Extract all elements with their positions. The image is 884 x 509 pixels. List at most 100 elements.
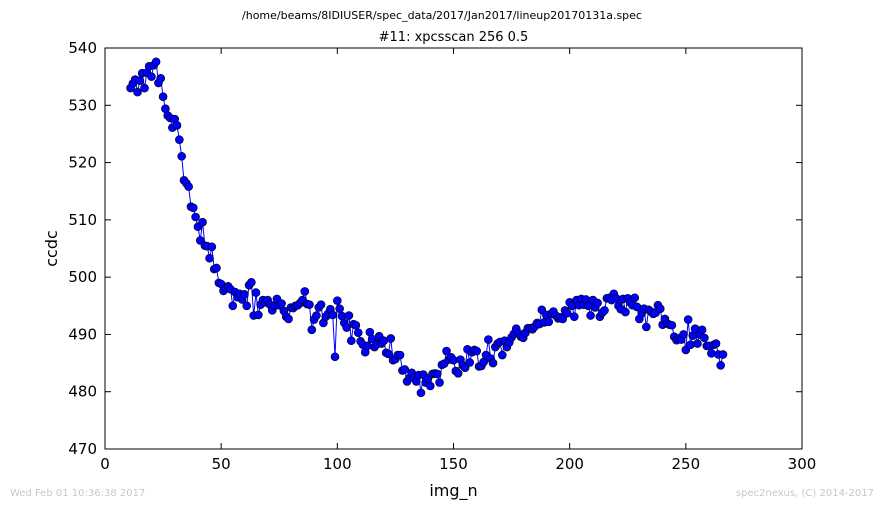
x-tick-label: 300 bbox=[788, 455, 817, 473]
data-point bbox=[151, 57, 161, 67]
data-point bbox=[247, 277, 256, 287]
x-tick-label: 50 bbox=[212, 455, 231, 473]
y-axis-label: ccdc bbox=[42, 230, 61, 267]
data-point bbox=[642, 322, 651, 332]
data-point bbox=[558, 314, 568, 324]
data-point bbox=[177, 151, 186, 161]
data-point bbox=[442, 346, 451, 356]
data-point bbox=[251, 288, 261, 297]
x-axis-label: img_n bbox=[429, 481, 477, 501]
data-point bbox=[284, 314, 293, 324]
y-tick-label: 490 bbox=[68, 325, 97, 343]
y-tick-label: 540 bbox=[68, 39, 97, 57]
data-point bbox=[188, 203, 198, 213]
data-point bbox=[395, 350, 405, 360]
data-point bbox=[212, 263, 221, 273]
data-point bbox=[386, 334, 396, 343]
data-point bbox=[544, 317, 554, 327]
x-tick-label: 150 bbox=[439, 455, 468, 473]
data-point bbox=[156, 74, 166, 83]
series-line bbox=[130, 60, 724, 393]
data-point bbox=[240, 290, 249, 299]
x-tick-label: 100 bbox=[323, 455, 352, 473]
data-point bbox=[147, 72, 156, 81]
data-point bbox=[488, 358, 498, 368]
y-tick-label: 470 bbox=[68, 440, 97, 458]
data-point bbox=[435, 378, 444, 387]
data-point bbox=[700, 333, 709, 343]
data-point bbox=[711, 339, 721, 348]
data-point bbox=[453, 369, 463, 378]
data-point bbox=[400, 365, 410, 374]
data-point bbox=[432, 369, 442, 379]
data-point bbox=[328, 310, 337, 320]
data-point bbox=[472, 346, 482, 356]
data-point bbox=[416, 388, 426, 398]
data-point bbox=[621, 307, 630, 317]
plot-title: #11: xpcsscan 256 0.5 bbox=[378, 30, 529, 45]
x-tick-label: 250 bbox=[672, 455, 701, 473]
x-tick-label: 0 bbox=[100, 455, 110, 473]
data-point bbox=[667, 320, 677, 330]
y-tick-label: 480 bbox=[68, 383, 97, 401]
data-point bbox=[305, 300, 314, 309]
data-point bbox=[686, 340, 695, 350]
data-point bbox=[593, 298, 602, 308]
footer-credit: spec2nexus, (C) 2014-2017 bbox=[735, 488, 874, 499]
data-point bbox=[384, 349, 393, 359]
data-point bbox=[254, 310, 263, 320]
data-point bbox=[600, 306, 609, 315]
data-point bbox=[425, 381, 435, 391]
data-point bbox=[207, 242, 217, 252]
data-point bbox=[346, 336, 356, 346]
data-point bbox=[344, 311, 354, 320]
data-point bbox=[679, 330, 688, 339]
data-point bbox=[175, 135, 184, 144]
data-point bbox=[312, 311, 321, 320]
data-point bbox=[655, 304, 665, 313]
data-point bbox=[277, 299, 286, 308]
data-point bbox=[205, 253, 214, 263]
footer-timestamp: Wed Feb 01 10:36:38 2017 bbox=[10, 488, 146, 499]
data-point bbox=[158, 92, 168, 101]
y-tick-label: 500 bbox=[68, 268, 97, 286]
data-point bbox=[716, 361, 725, 370]
data-point bbox=[184, 182, 193, 191]
data-point bbox=[351, 320, 361, 330]
data-point bbox=[140, 83, 149, 93]
data-point bbox=[570, 312, 579, 321]
data-point bbox=[191, 212, 200, 222]
data-point bbox=[693, 339, 702, 348]
y-tick-label: 510 bbox=[68, 211, 97, 229]
data-point bbox=[228, 301, 238, 311]
data-point bbox=[198, 217, 207, 227]
data-point bbox=[330, 352, 340, 362]
data-point bbox=[586, 311, 595, 320]
data-point bbox=[630, 293, 640, 303]
file-path-title: /home/beams/8IDIUSER/spec_data/2017/Jan2… bbox=[242, 9, 642, 22]
data-point bbox=[335, 304, 344, 313]
data-point bbox=[707, 349, 716, 358]
y-tick-label: 530 bbox=[68, 96, 97, 114]
data-point bbox=[718, 350, 728, 359]
data-point bbox=[497, 350, 507, 360]
data-point bbox=[242, 301, 252, 311]
data-point bbox=[333, 296, 342, 305]
data-point bbox=[563, 308, 572, 318]
x-tick-label: 200 bbox=[555, 455, 584, 473]
data-point bbox=[683, 315, 693, 324]
data-point bbox=[307, 325, 317, 335]
data-point bbox=[300, 287, 310, 296]
data-point bbox=[484, 335, 493, 344]
data-point bbox=[135, 76, 145, 85]
data-point bbox=[363, 341, 372, 351]
data-point bbox=[172, 121, 182, 130]
tick-layer: 0 50 100 150 200 250 300 470 480 490 500 510 520 530 5… bbox=[68, 39, 816, 473]
data-point bbox=[316, 300, 326, 309]
data-point bbox=[465, 358, 475, 367]
data-point bbox=[697, 325, 707, 335]
data-point bbox=[133, 87, 142, 97]
y-tick-label: 520 bbox=[68, 154, 97, 172]
series-layer bbox=[126, 57, 728, 398]
